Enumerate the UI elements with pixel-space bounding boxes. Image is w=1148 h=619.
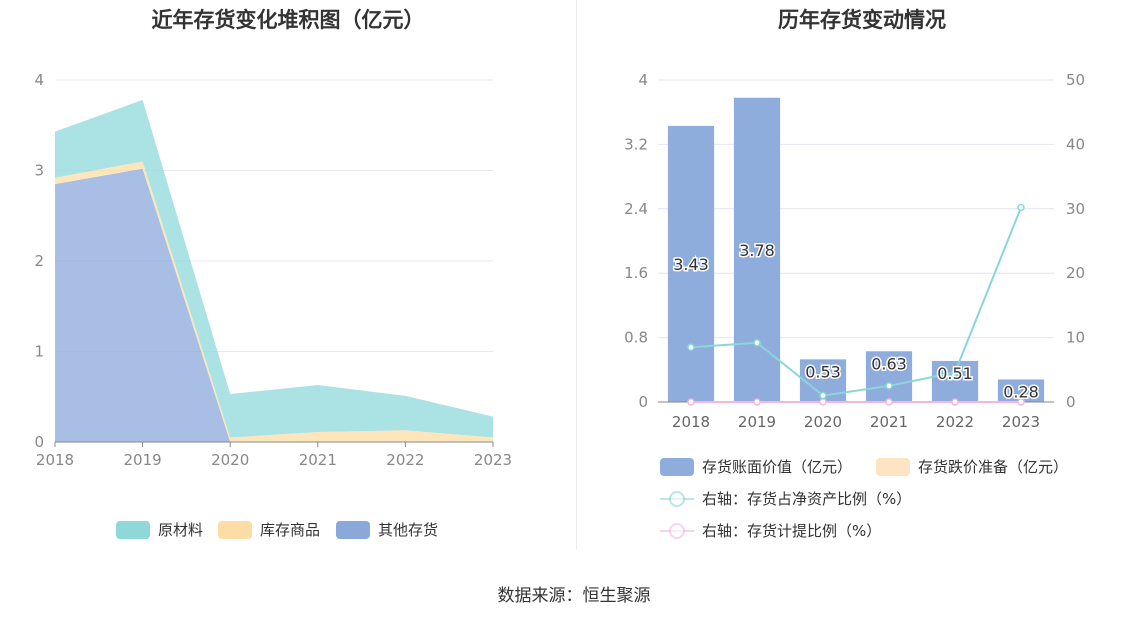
y-tick-label: 2: [34, 252, 44, 270]
legend-label: 右轴：存货占净资产比例（%）: [702, 490, 912, 508]
y-tick-label: 0.8: [624, 329, 648, 347]
x-tick-label: 2022: [936, 413, 974, 431]
y-tick-label: 3.2: [624, 135, 648, 153]
right-legend-item-impairment[interactable]: 存货跌价准备（亿元）: [876, 456, 1068, 477]
bar-data-label: 3.78: [739, 241, 775, 260]
y2-tick-label: 50: [1066, 71, 1085, 89]
line-point: [819, 391, 827, 400]
x-tick-label: 2020: [804, 413, 842, 431]
y-tick-label: 1: [34, 343, 44, 361]
left-legend-item-other-inventory[interactable]: 其他存货: [336, 519, 438, 540]
bar-data-label: 0.63: [871, 354, 907, 373]
area-库存商品: [55, 161, 493, 442]
y2-tick-label: 0: [1066, 393, 1076, 411]
bar-data-label: 0.28: [1003, 382, 1039, 401]
bar-data-label: 0.51: [937, 364, 973, 383]
line-point: [885, 382, 893, 390]
legend-label: 存货账面价值（亿元）: [702, 458, 853, 476]
provision-ratio-swatch: [660, 522, 694, 540]
right-legend-item-book-value[interactable]: 存货账面价值（亿元）: [660, 456, 852, 477]
x-tick-label: 2020: [211, 451, 249, 469]
x-tick-label: 2021: [870, 413, 908, 431]
x-tick-label: 2022: [386, 451, 424, 469]
bar-data-label: 3.43: [673, 255, 709, 274]
book-value-swatch: [660, 457, 694, 476]
line-point: [687, 398, 695, 406]
line-point: [687, 343, 695, 352]
line-point: [1017, 398, 1025, 406]
other-inventory-swatch: [336, 520, 370, 539]
line-point: [951, 398, 959, 406]
left-legend-item-raw-materials[interactable]: 原材料: [116, 519, 203, 540]
x-tick-label: 2019: [738, 413, 776, 431]
x-tick-label: 2018: [672, 413, 710, 431]
bar: [733, 97, 781, 403]
y-tick-label: 4: [34, 71, 44, 89]
line-point: [885, 398, 893, 406]
y2-tick-label: 30: [1066, 200, 1085, 218]
line-point: [1017, 203, 1025, 212]
legend-label: 原材料: [158, 521, 204, 539]
x-tick-label: 2018: [36, 451, 74, 469]
line-point: [753, 339, 761, 347]
line-point: [753, 398, 761, 406]
y-tick-label: 3: [34, 162, 44, 180]
data-source-note: 数据来源：恒生聚源: [497, 586, 651, 606]
y-tick-label: 2.4: [624, 200, 648, 218]
legend-label: 右轴：存货计提比例（%）: [702, 522, 882, 540]
impairment-swatch: [876, 457, 910, 476]
raw-materials-swatch: [116, 520, 150, 539]
right-legend-item-provision-ratio[interactable]: 右轴：存货计提比例（%）: [660, 520, 881, 541]
chart-divider: [576, 0, 577, 550]
legend-label: 库存商品: [260, 521, 321, 539]
left-stacked-area-chart: 0 1 2 3 4 2018 2019 2020 2021 2022 2023: [34, 71, 512, 469]
right-chart-title: 历年存货变动情况: [778, 8, 946, 32]
x-tick-label: 2023: [1002, 413, 1040, 431]
bar: [865, 351, 913, 402]
line-point: [819, 398, 827, 406]
legend-label: 其他存货: [378, 521, 439, 539]
y-tick-label: 0: [638, 393, 648, 411]
y2-tick-label: 20: [1066, 264, 1085, 282]
y2-tick-label: 40: [1066, 135, 1085, 153]
y-tick-label: 4: [638, 71, 648, 89]
bar: [931, 360, 979, 402]
y-tick-label: 1.6: [624, 264, 648, 282]
bar: [997, 379, 1045, 402]
bar-data-label: 0.53: [805, 362, 841, 381]
line-point: [951, 368, 959, 377]
y-tick-label: 0: [34, 433, 44, 451]
x-tick-label: 2021: [299, 451, 337, 469]
right-legend-item-net-asset-ratio[interactable]: 右轴：存货占净资产比例（%）: [660, 488, 911, 509]
area-其他存货: [55, 168, 493, 442]
x-tick-label: 2023: [474, 451, 512, 469]
left-chart-title: 近年存货变化堆积图（亿元）: [151, 8, 425, 32]
y2-tick-label: 10: [1066, 329, 1085, 347]
net-asset-ratio-swatch: [660, 490, 694, 508]
legend-label: 存货跌价准备（亿元）: [918, 458, 1069, 476]
left-legend-item-goods-inventory[interactable]: 库存商品: [218, 519, 320, 540]
goods-inventory-swatch: [218, 520, 252, 539]
x-tick-label: 2019: [124, 451, 162, 469]
bar: [667, 125, 715, 402]
area-原材料: [55, 99, 493, 438]
line-右轴：存货占净资产比例（%）: [690, 207, 1022, 397]
